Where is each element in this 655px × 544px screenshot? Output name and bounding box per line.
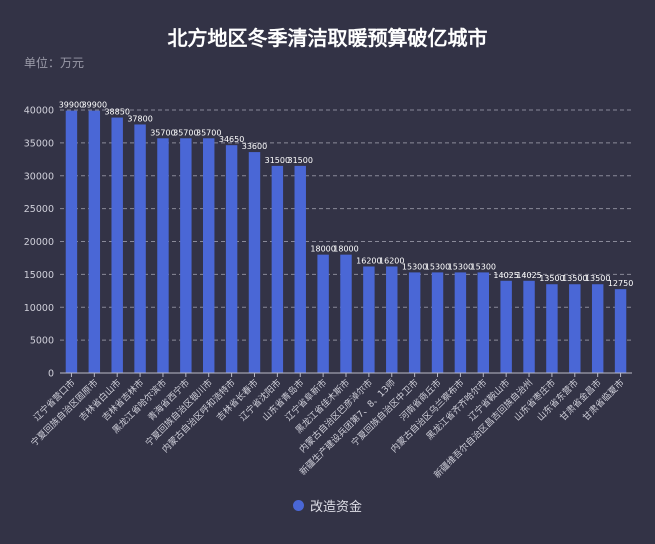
grid-lines [60,109,632,341]
data-label: 14025 [516,271,541,280]
bar[interactable] [500,280,512,373]
data-label: 14025 [493,271,518,280]
data-label: 13500 [585,274,610,283]
data-labels: 3990039900388503780035700357003570034650… [59,101,634,289]
bar[interactable] [340,254,352,373]
legend[interactable]: 改造资金 [0,496,655,515]
bars [65,110,627,373]
data-label: 16200 [379,256,404,265]
bar[interactable] [134,124,146,373]
bar[interactable] [65,110,78,373]
y-tick-label: 15000 [24,270,54,281]
data-label: 18000 [333,245,358,254]
bar[interactable] [294,165,306,373]
data-label: 15300 [425,262,450,271]
data-label: 13500 [562,274,587,283]
data-label: 16200 [356,256,381,265]
y-tick-label: 10000 [24,303,54,314]
bar[interactable] [363,266,375,373]
bar[interactable] [157,138,169,373]
y-tick-label: 40000 [24,106,54,117]
y-tick-label: 20000 [24,237,54,248]
data-label: 39900 [59,101,84,110]
y-axis-ticks: 0 5000 10000 15000 20000 25000 30000 35000 40000 [24,106,54,380]
data-label: 13500 [539,274,564,283]
x-axis-ticks: 辽宁省营口市宁夏回族自治区固原市吉林省白山市吉林省吉林市黑龙江省哈尔滨市青海省西… [28,373,627,481]
data-label: 18000 [310,245,335,254]
bar[interactable] [523,280,535,373]
unit-label: 单位：万元 [24,56,85,70]
bar[interactable] [203,138,215,373]
data-label: 31500 [265,156,290,165]
data-label: 15300 [471,262,496,271]
bar[interactable] [454,272,467,373]
legend-swatch-icon [292,500,304,511]
bar[interactable] [569,284,581,373]
bar[interactable] [317,254,329,373]
bar[interactable] [88,110,101,373]
data-label: 38850 [104,108,129,117]
y-tick-label: 0 [48,369,54,380]
y-tick-label: 25000 [24,204,54,215]
data-label: 39900 [82,101,107,110]
legend-label: 改造资金 [309,500,362,515]
bar[interactable] [408,272,421,373]
bar[interactable] [431,272,444,373]
y-tick-label: 30000 [24,171,54,182]
data-label: 35700 [150,128,175,137]
bar[interactable] [614,289,627,373]
bar[interactable] [180,138,192,373]
bar[interactable] [225,145,238,373]
data-label: 33600 [242,142,267,151]
y-tick-label: 5000 [30,336,54,347]
bar[interactable] [477,272,489,373]
data-label: 15300 [448,262,473,271]
data-label: 35700 [173,128,198,137]
data-label: 31500 [288,156,313,165]
bar[interactable] [248,152,261,373]
bar[interactable] [591,284,604,373]
data-label: 35700 [196,128,221,137]
y-tick-label: 35000 [24,138,54,149]
bar[interactable] [546,284,558,373]
bar[interactable] [386,266,398,373]
data-label: 15300 [402,262,427,271]
data-label: 34650 [219,135,244,144]
chart-title: 北方地区冬季清洁取暖预算破亿城市 [167,26,488,50]
bar[interactable] [271,165,284,373]
data-label: 12750 [608,279,633,288]
bar[interactable] [111,117,123,373]
data-label: 37800 [127,114,152,123]
